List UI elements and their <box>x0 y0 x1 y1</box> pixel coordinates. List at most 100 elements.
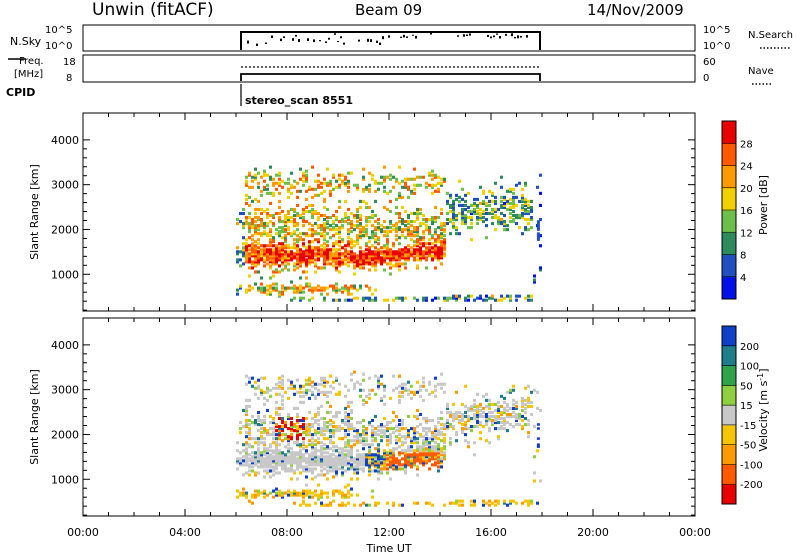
heatmap-cell <box>392 252 395 256</box>
heatmap-cell <box>266 250 269 254</box>
heatmap-cell <box>338 429 341 433</box>
heatmap-cell <box>362 252 365 256</box>
heatmap-cell <box>404 256 407 260</box>
heatmap-cell <box>266 256 269 260</box>
heatmap-cell <box>443 224 446 228</box>
heatmap-cell <box>287 416 290 421</box>
heatmap-cell <box>248 236 251 240</box>
heatmap-cell <box>539 244 542 248</box>
heatmap-cell <box>347 453 350 457</box>
heatmap-cell <box>356 262 359 266</box>
heatmap-cell <box>311 240 314 244</box>
heatmap-cell <box>539 173 542 177</box>
heatmap-cell <box>278 489 281 493</box>
heatmap-cell <box>302 457 305 461</box>
heatmap-cell <box>455 433 458 437</box>
heatmap-cell <box>377 447 380 451</box>
heatmap-cell <box>482 503 485 507</box>
heatmap-cell <box>401 420 404 425</box>
heatmap-cell <box>272 254 275 258</box>
heatmap-cell <box>284 453 287 457</box>
heatmap-cell <box>365 224 368 228</box>
noise-sky-label: N.Sky <box>10 35 42 48</box>
heatmap-cell <box>365 459 368 463</box>
heatmap-cell <box>287 262 290 266</box>
heatmap-cell <box>302 232 305 236</box>
heatmap-cell <box>341 449 344 453</box>
heatmap-cell <box>350 410 353 415</box>
noise-spike <box>514 36 516 39</box>
heatmap-cell <box>299 288 302 292</box>
heatmap-cell <box>287 386 290 390</box>
heatmap-cell <box>251 455 254 459</box>
heatmap-cell <box>278 258 281 262</box>
heatmap-cell <box>323 433 326 437</box>
heatmap-cell <box>353 503 356 507</box>
heatmap-cell <box>257 378 260 382</box>
heatmap-cell <box>275 455 278 459</box>
heatmap-cell <box>311 215 314 220</box>
heatmap-cell <box>320 254 323 258</box>
heatmap-cell <box>368 250 371 254</box>
heatmap-cell <box>266 187 269 191</box>
heatmap-cell <box>368 298 371 302</box>
heatmap-cell <box>428 437 431 441</box>
heatmap-cell <box>455 410 458 415</box>
heatmap-cell <box>437 420 440 425</box>
heatmap-cell <box>356 215 359 220</box>
heatmap-cell <box>236 250 239 254</box>
heatmap-cell <box>398 445 401 449</box>
heatmap-cell <box>380 246 383 250</box>
heatmap-cell <box>278 220 281 224</box>
heatmap-cell <box>248 418 251 423</box>
heatmap-cell <box>332 459 335 463</box>
heatmap-cell <box>500 199 503 203</box>
heatmap-cell <box>299 463 302 467</box>
heatmap-cell <box>308 453 311 457</box>
heatmap-cell <box>317 238 320 242</box>
heatmap-cell <box>455 228 458 232</box>
heatmap-cell <box>509 220 512 224</box>
heatmap-cell <box>311 469 314 473</box>
heatmap-cell <box>311 380 314 384</box>
heatmap-cell <box>293 232 296 236</box>
heatmap-cell <box>332 286 335 290</box>
heatmap-cell <box>356 493 359 497</box>
heatmap-cell <box>353 213 356 218</box>
heatmap-cell <box>302 171 305 175</box>
heatmap-cell <box>374 447 377 451</box>
heatmap-cell <box>257 384 260 388</box>
heatmap-cell <box>512 195 515 199</box>
heatmap-cell <box>341 495 344 499</box>
heatmap-cell <box>248 266 251 270</box>
heatmap-cell <box>404 471 407 475</box>
heatmap-cell <box>320 459 323 463</box>
heatmap-cell <box>497 437 500 441</box>
heatmap-cell <box>350 445 353 449</box>
heatmap-cell <box>299 443 302 447</box>
heatmap-cell <box>308 298 311 302</box>
heatmap-cell <box>323 463 326 467</box>
heatmap-cell <box>287 256 290 260</box>
heatmap-cell <box>380 398 383 402</box>
heatmap-cell <box>371 215 374 220</box>
heatmap-cell <box>422 250 425 254</box>
heatmap-cell <box>287 254 290 258</box>
heatmap-cell <box>344 288 347 292</box>
heatmap-cell <box>341 503 344 507</box>
heatmap-cell <box>515 400 518 404</box>
heatmap-cell <box>371 244 374 248</box>
heatmap-cell <box>386 420 389 425</box>
heatmap-cell <box>308 463 311 467</box>
heatmap-cell <box>488 211 491 216</box>
heatmap-cell <box>410 459 413 463</box>
heatmap-cell <box>296 246 299 250</box>
noise-spike <box>292 38 294 41</box>
heatmap-cell <box>521 398 524 402</box>
heatmap-cell <box>344 416 347 421</box>
heatmap-cell <box>314 394 317 398</box>
heatmap-cell <box>257 228 260 232</box>
heatmap-cell <box>269 453 272 457</box>
heatmap-cell <box>398 427 401 431</box>
heatmap-cell <box>365 258 368 262</box>
